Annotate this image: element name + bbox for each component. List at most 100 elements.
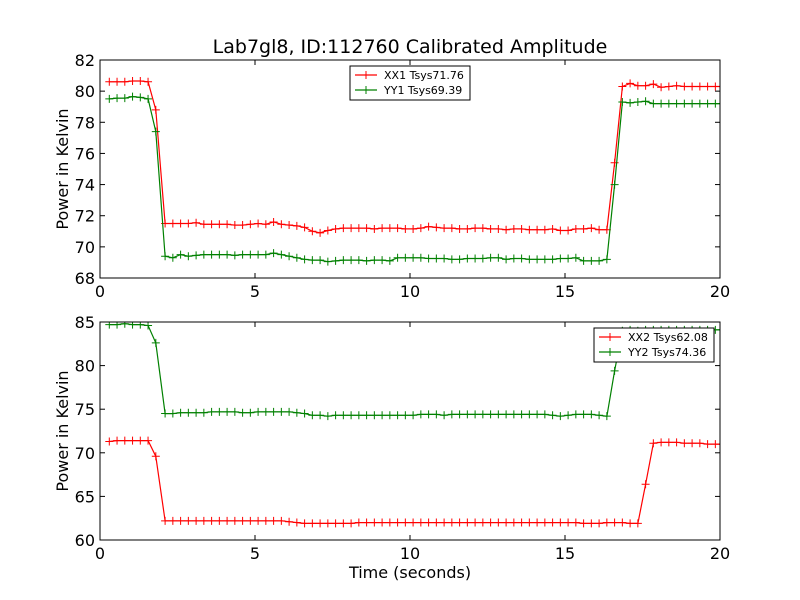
y-tick-label: 60	[75, 531, 95, 550]
panel-1-series-1-point	[354, 411, 363, 420]
legend-label: YY1 Tsys69.39	[383, 84, 462, 97]
panel-1-series-1-point	[579, 410, 588, 419]
panel-0-series-1-point	[688, 99, 697, 108]
panel-0-series-1-point	[602, 255, 611, 264]
panel-1-series-0-point	[230, 516, 239, 525]
panel-0-series-1-point	[120, 94, 129, 103]
panel-0-series-1-point	[285, 252, 294, 261]
panel-1-series-0-point	[323, 519, 332, 528]
panel-1-series-1-point	[176, 408, 185, 417]
panel-1-series-0-point	[144, 436, 153, 445]
panel-1-series-0-point	[308, 519, 317, 528]
top-panel-legend: XX1 Tsys71.76 YY1 Tsys69.39	[349, 65, 471, 101]
panel-1-series-0-point	[339, 519, 348, 528]
panel-0-series-1-point	[176, 250, 185, 259]
legend-marker	[606, 348, 614, 356]
panel-0-series-0-point	[393, 224, 402, 233]
panel-0-series-1-point	[223, 250, 232, 259]
panel-0-series-0-point	[502, 225, 511, 234]
panel-0-series-0-point	[486, 224, 495, 233]
panel-0-series-1-point	[277, 250, 286, 259]
panel-1-series-0-point	[641, 480, 650, 489]
panel-0-series-0-point	[238, 221, 247, 230]
panel-0-series-0-point	[447, 224, 456, 233]
legend-label: XX1 Tsys71.76	[384, 69, 464, 82]
panel-0-series-1-point	[269, 249, 278, 258]
panel-1-series-1-point	[385, 411, 394, 420]
panel-0-series-1-point	[393, 253, 402, 262]
panel-1-series-0-point	[657, 438, 666, 447]
panel-1-series-1-point	[120, 322, 129, 328]
panel-0-series-0-point	[525, 225, 534, 234]
panel-1-series-0-point	[579, 519, 588, 528]
x-tick-label: 0	[95, 282, 105, 301]
panel-0-series-0-point	[144, 77, 153, 86]
panel-0-series-0-point	[370, 224, 379, 233]
panel-0-series-0-point	[416, 224, 425, 233]
panel-1-series-1-point	[409, 411, 418, 420]
panel-1-series-1-point	[316, 411, 325, 420]
top-panel-x-ticks: 0 5 10 15 20	[95, 60, 730, 301]
panel-1-series-0-point	[136, 436, 145, 445]
panel-0-series-1-point	[633, 98, 642, 107]
panel-0-series-1-point	[703, 99, 712, 108]
panel-0-series-0-point	[378, 224, 387, 233]
x-tick-label: 20	[710, 282, 730, 301]
panel-1-series-0-point	[540, 518, 549, 527]
panel-0-series-1-point	[618, 98, 627, 107]
panel-0-series-0-point	[440, 224, 449, 233]
top-panel-series	[105, 77, 720, 266]
panel-0-series-0-point	[649, 80, 658, 89]
panel-0-series-0-point	[184, 219, 193, 228]
panel-0-series-1-point	[672, 99, 681, 108]
panel-0-series-1-point	[432, 254, 441, 263]
panel-1-series-1-point	[230, 407, 239, 416]
panel-0-series-1-point	[308, 256, 317, 265]
panel-1-series-1-point	[199, 408, 208, 417]
panel-1-series-0-point	[151, 452, 160, 461]
panel-0-series-1-point	[378, 256, 387, 265]
panel-1-series-1-point	[192, 408, 201, 417]
x-tick-label: 15	[555, 282, 575, 301]
panel-0-series-1-point	[128, 92, 137, 101]
panel-0-series-1-point	[362, 256, 371, 265]
panel-1-series-0-point	[246, 516, 255, 525]
panel-1-series-0-point	[695, 439, 704, 448]
panel-0-series-0-point	[672, 81, 681, 90]
bottom-panel-x-axis-label: Time (seconds)	[348, 563, 471, 582]
panel-0-series-0-point	[455, 224, 464, 233]
panel-0-series-0-point	[509, 224, 518, 233]
panel-0-series-0-point	[192, 218, 201, 227]
panel-0-series-1-point	[354, 256, 363, 265]
panel-0-series-0-point	[633, 81, 642, 90]
panel-0-series-1-point	[447, 255, 456, 264]
panel-0-series-0-point	[113, 77, 122, 86]
panel-1-series-0-point	[292, 518, 301, 527]
panel-1-series-1-point	[339, 411, 348, 420]
legend-marker	[362, 71, 370, 79]
panel-0-series-1-point	[316, 256, 325, 265]
panel-1-series-0-point	[120, 436, 129, 445]
panel-0-series-0-point	[308, 227, 317, 236]
panel-1-series-1-point	[136, 322, 145, 329]
panel-1-series-0-point	[354, 518, 363, 527]
panel-1-series-1-point	[207, 407, 216, 416]
panel-1-series-0-point	[626, 519, 635, 528]
panel-1-series-0-point	[215, 516, 224, 525]
panel-0-series-0-point	[641, 81, 650, 90]
panel-1-series-0-point	[424, 518, 433, 527]
panel-0-series-1-point	[246, 250, 255, 259]
bottom-panel-legend: XX2 Tsys62.08 YY2 Tsys74.36	[593, 327, 715, 363]
panel-1-series-0-point	[128, 436, 137, 445]
panel-1-series-0-point	[716, 440, 720, 449]
panel-1-series-0-point	[471, 518, 480, 527]
panel-1-series-1-point	[463, 410, 472, 419]
panel-0-series-0-point	[207, 220, 216, 229]
panel-0-series-1-point	[401, 253, 410, 262]
y-tick-label: 65	[75, 487, 95, 506]
panel-1-series-1-point	[347, 411, 356, 420]
panel-1-series-1-point	[300, 409, 309, 418]
panel-0-series-0-point	[120, 77, 129, 86]
panel-0-series-1-point	[525, 255, 534, 264]
panel-0-series-1-point	[215, 250, 224, 259]
